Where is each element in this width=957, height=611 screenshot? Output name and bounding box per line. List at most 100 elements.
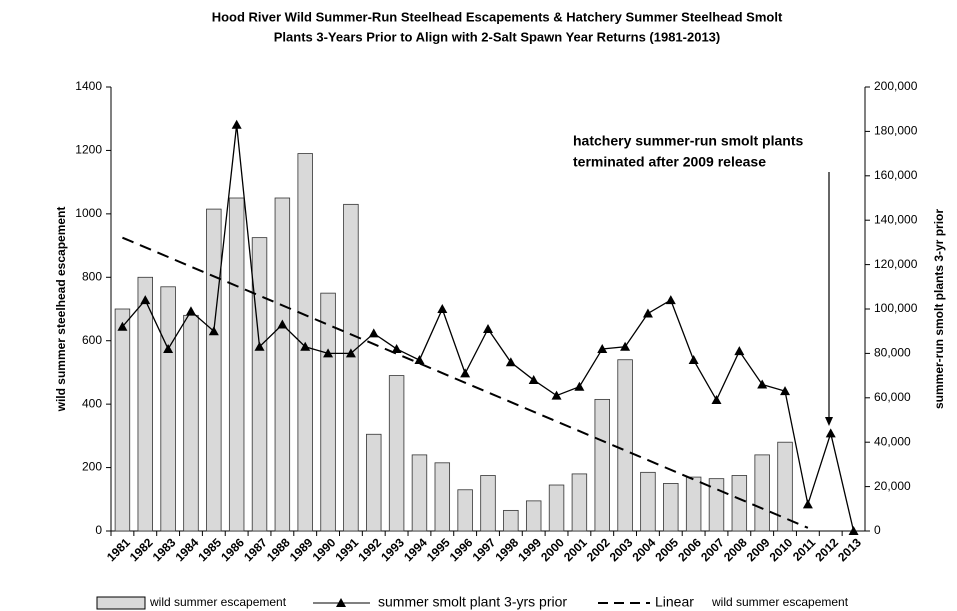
x-tick-label: 2007: [698, 535, 727, 564]
marker: [574, 381, 585, 391]
bar: [457, 489, 473, 532]
y2-tick-label: 200,000: [874, 79, 918, 93]
x-tick-label: 2012: [812, 535, 841, 564]
bar: [708, 478, 725, 532]
marker: [140, 295, 151, 305]
y-tick-label: 600: [82, 333, 102, 347]
y2-tick-label: 40,000: [874, 434, 911, 448]
bar: [480, 475, 496, 532]
y-tick-label: 1400: [75, 79, 102, 93]
annotation: hatchery summer-run smolt plants: [573, 133, 803, 149]
marker: [848, 526, 859, 535]
bar: [434, 462, 451, 532]
legend: wild summer escapement summer smolt plan…: [96, 594, 849, 610]
marker: [505, 357, 516, 367]
annotation: terminated after 2009 release: [573, 154, 766, 170]
y-tick-label: 1200: [75, 143, 102, 157]
y2-tick-label: 140,000: [874, 212, 918, 226]
x-tick-label: 1992: [355, 535, 384, 564]
bar: [640, 471, 656, 532]
marker: [368, 328, 379, 338]
legend-label: Linear: [655, 594, 694, 610]
bar: [685, 476, 702, 532]
bar: [274, 197, 291, 532]
marker: [231, 119, 242, 129]
bar: [228, 197, 245, 532]
legend-label: wild summer escapement: [711, 595, 849, 609]
y-tick-label: 400: [82, 396, 102, 410]
marker: [802, 499, 813, 509]
bar: [160, 286, 176, 532]
x-tick-label: 2008: [721, 535, 750, 564]
x-tick-label: 2005: [652, 535, 681, 564]
y2-axis-title: summer-run smolt plants 3-yr prior: [932, 209, 946, 409]
y-tick-label: 200: [82, 460, 102, 474]
y2-tick-label: 100,000: [874, 301, 918, 315]
y-tick-label: 800: [82, 269, 102, 283]
marker: [117, 321, 128, 331]
bar: [777, 441, 793, 532]
y2-tick-label: 0: [874, 523, 881, 537]
marker: [460, 368, 471, 378]
bar: [251, 237, 268, 532]
bar: [594, 398, 610, 532]
marker: [208, 326, 219, 336]
bar: [388, 375, 405, 532]
bar: [731, 475, 748, 532]
y2-tick-label: 120,000: [874, 257, 918, 271]
bar: [137, 276, 153, 532]
bar: [320, 292, 336, 532]
marker: [780, 386, 791, 396]
y2-tick-label: 20,000: [874, 479, 911, 493]
marker: [163, 343, 174, 353]
marker: [300, 341, 311, 351]
marker: [665, 295, 676, 305]
marker: [391, 343, 402, 353]
marker: [688, 355, 699, 365]
x-tick-label: 2003: [607, 535, 636, 564]
bar: [503, 509, 519, 532]
x-tick-label: 2004: [630, 535, 659, 564]
marker: [323, 348, 334, 358]
annotation-arrowhead: [825, 417, 833, 426]
legend-label: wild summer escapement: [149, 595, 287, 609]
x-tick-label: 1998: [492, 535, 521, 564]
x-tick-label: 1981: [104, 535, 133, 564]
chart-title: Plants 3-Years Prior to Align with 2-Sal…: [274, 29, 721, 44]
bar: [525, 500, 542, 532]
x-tick-label: 2001: [561, 535, 590, 564]
marker: [277, 319, 288, 329]
x-tick-label: 2013: [835, 535, 864, 564]
x-tick-label: 2011: [790, 535, 819, 564]
x-tick-label: 1988: [264, 535, 293, 564]
marker: [597, 343, 608, 353]
marker: [414, 355, 425, 365]
bar: [663, 483, 679, 532]
marker: [734, 346, 745, 356]
bar: [548, 484, 565, 532]
x-tick-label: 1997: [470, 535, 499, 564]
x-tick-label: 1983: [150, 535, 179, 564]
x-tick-label: 1982: [127, 535, 156, 564]
y-tick-label: 0: [95, 523, 102, 537]
x-tick-label: 1990: [310, 535, 339, 564]
y2-tick-label: 180,000: [874, 124, 918, 138]
bar: [114, 308, 131, 532]
x-tick-label: 1986: [218, 535, 247, 564]
x-tick-label: 2002: [584, 535, 613, 564]
x-tick-label: 2009: [744, 535, 773, 564]
legend-swatch: [96, 596, 146, 610]
bar: [617, 359, 633, 532]
x-tick-label: 2010: [767, 535, 796, 564]
chart-title: Hood River Wild Summer-Run Steelhead Esc…: [212, 9, 783, 24]
bar: [754, 454, 770, 532]
x-tick-label: 1999: [515, 535, 544, 564]
x-tick-label: 1991: [332, 535, 361, 564]
y2-tick-label: 160,000: [874, 168, 918, 182]
marker: [757, 379, 768, 389]
marker: [185, 306, 196, 316]
marker: [642, 308, 653, 318]
trend-line: [122, 236, 809, 529]
marker: [620, 341, 631, 351]
